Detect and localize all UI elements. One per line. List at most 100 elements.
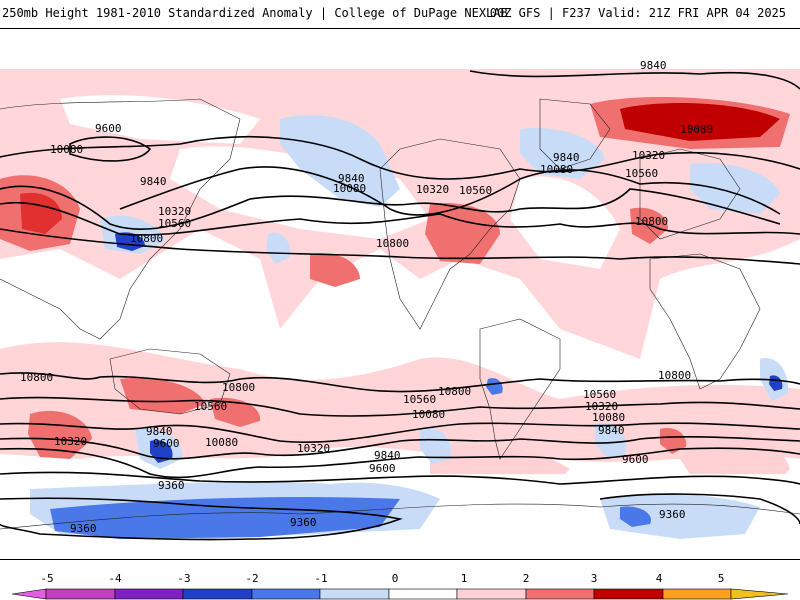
anomaly-neg1-mid-pacific — [266, 232, 291, 264]
contour-label: 9600 — [369, 462, 396, 475]
contour-label: 10560 — [583, 388, 616, 401]
anomaly-neg2-south-pac-east — [620, 506, 651, 527]
contour-label: 10080 — [50, 143, 83, 156]
colorbar-tip-right — [730, 588, 789, 600]
anomaly-neg1-south-pac-east — [600, 493, 760, 539]
contour-label: 10800 — [635, 215, 668, 228]
contour-label: 10080 — [592, 411, 625, 424]
colorbar-seg-pos0 — [388, 588, 458, 600]
contour-label: 9360 — [659, 508, 686, 521]
anomaly-neutral-arctic — [60, 95, 260, 144]
contour-label: 10320 — [585, 400, 618, 413]
coastline-asia — [0, 98, 241, 340]
contour-label: 10800 — [376, 237, 409, 250]
contour-label: 9840 — [553, 151, 580, 164]
colorbar-tick-label: -5 — [40, 572, 53, 585]
anomaly-pos2-europe — [630, 207, 668, 244]
chart-title: 250mb Height 1981-2010 Standardized Anom… — [2, 6, 508, 20]
colorbar-tick-label: -3 — [177, 572, 190, 585]
contour-label: 10080 — [540, 163, 573, 176]
contour-label: 10320 — [54, 435, 87, 448]
anomaly-pos2-us — [425, 203, 500, 264]
contour-label: 9840 — [140, 175, 167, 188]
anomaly-neg1-sh-mid — [420, 428, 451, 464]
contour-label: 10560 — [403, 393, 436, 406]
contour-label: 10800 — [658, 369, 691, 382]
anomaly-neg1-alaska — [280, 115, 400, 207]
colorbar-tick-label: 3 — [591, 572, 598, 585]
anomaly-pos2-australia — [120, 377, 205, 414]
contour-10080-north — [0, 136, 800, 180]
coastline-australia — [109, 348, 231, 415]
anomaly-neg1-sh-east — [595, 423, 626, 459]
contour-label: 10560 — [194, 400, 227, 413]
contour-label-layer: 9840 9600 10080 10080 10320 9840 10080 1… — [20, 59, 713, 535]
contour-label: 10080 — [333, 182, 366, 195]
contour-label: 10800 — [130, 232, 163, 245]
height-contours — [0, 70, 800, 541]
contour-label: 10080 — [680, 123, 713, 136]
contour-label: 10560 — [158, 217, 191, 230]
colorbar-segments — [11, 588, 789, 600]
colorbar-tick-label: -4 — [108, 572, 122, 585]
contour-label: 10320 — [297, 442, 330, 455]
contour-10800-south — [0, 372, 800, 393]
contour-10080-south — [0, 436, 800, 460]
coastline-greenland — [539, 98, 611, 170]
colorbar-seg-pos1 — [456, 588, 527, 600]
anomaly-map: 9840 9600 10080 10080 10320 9840 10080 1… — [0, 59, 800, 559]
anomaly-pos2-tasman — [210, 397, 261, 427]
contour-9840-north-b — [119, 166, 781, 216]
contour-label: 10560 — [625, 167, 658, 180]
contour-label: 9840 — [640, 59, 667, 72]
colorbar-seg-neg2 — [251, 588, 321, 600]
contour-10320-north — [0, 185, 781, 231]
contour-10320-south — [0, 422, 800, 444]
coastline-south-america — [479, 318, 561, 460]
colorbar-tick-label: 2 — [523, 572, 530, 585]
contour-10800-north — [0, 228, 800, 265]
coastline-north-america — [379, 138, 521, 330]
colorbar-tick-label: 5 — [718, 572, 725, 585]
colorbar-seg-neg1 — [319, 588, 390, 600]
contour-label: 9840 — [146, 425, 173, 438]
contour-label: 9360 — [158, 479, 185, 492]
anomaly-pos2-indian — [28, 410, 92, 459]
coastline-africa — [649, 253, 761, 390]
contour-9360-south — [0, 497, 403, 541]
contour-label: 10560 — [459, 184, 492, 197]
contour-label: 10800 — [222, 381, 255, 394]
colorbar-seg-pos2 — [525, 588, 595, 600]
anomaly-neutral-atlantic — [510, 176, 620, 269]
contour-label: 9360 — [290, 516, 317, 529]
map-panel: 9840 9600 10080 10080 10320 9840 10080 1… — [0, 28, 800, 560]
colorbar-tick-label: 1 — [461, 572, 468, 585]
contour-10560-north — [0, 201, 800, 236]
contour-label: 10800 — [20, 371, 53, 384]
colorbar-tick-label: -2 — [245, 572, 258, 585]
colorbar-tip-left — [11, 588, 47, 600]
colorbar-tick-label: -1 — [314, 572, 327, 585]
colorbar-seg-pos3 — [593, 588, 664, 600]
anomaly-pos2-pacific — [310, 253, 360, 287]
anomaly-pos2-south-atl — [660, 428, 687, 454]
contour-label: 10320 — [632, 149, 665, 162]
coastline-antarctica — [0, 503, 800, 530]
contour-label: 10320 — [416, 183, 449, 196]
contour-label: 9840 — [338, 172, 365, 185]
contour-9840-north — [469, 70, 800, 90]
contour-9600-north — [69, 136, 152, 162]
anomaly-neg1-arctic — [520, 128, 605, 179]
contour-9600-south — [0, 471, 800, 485]
contour-label: 10080 — [412, 408, 445, 421]
colorbar-seg-neg3 — [182, 588, 253, 600]
colorbar-seg-neg5 — [45, 588, 116, 600]
contour-9360-south-east — [599, 493, 800, 525]
contour-label: 9360 — [70, 522, 97, 535]
contour-label: 10800 — [438, 385, 471, 398]
colorbar-seg-neg4 — [114, 588, 184, 600]
contour-label: 9840 — [598, 424, 625, 437]
contour-label: 9600 — [622, 453, 649, 466]
contour-10560-south — [0, 396, 800, 417]
contour-9840-south — [0, 447, 800, 479]
